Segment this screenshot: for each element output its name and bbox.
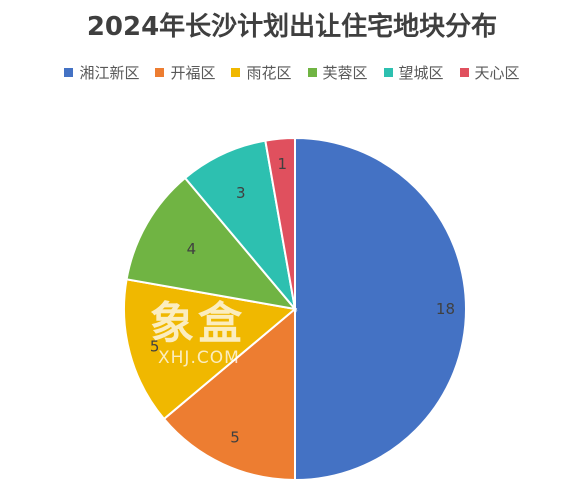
pie-slice <box>125 176 298 311</box>
legend-label: 开福区 <box>170 64 216 82</box>
pie-slice <box>294 136 467 482</box>
pie-slice <box>123 278 298 421</box>
legend-label: 望城区 <box>398 64 444 82</box>
data-label: 4 <box>187 240 197 258</box>
legend-item: 开福区 <box>155 62 215 83</box>
legend-swatch <box>64 68 74 77</box>
data-label: 5 <box>150 338 160 356</box>
legend-label: 雨花区 <box>246 64 292 82</box>
legend-swatch <box>383 68 393 77</box>
legend-item: 芙蓉区 <box>307 62 368 83</box>
legend-item: 望城区 <box>383 62 444 83</box>
data-label: 5 <box>230 429 240 447</box>
legend-item: 天心区 <box>459 62 520 83</box>
legend-item: 雨花区 <box>231 62 292 83</box>
legend-label: 天心区 <box>474 64 520 82</box>
pie-slice <box>264 136 296 310</box>
legend-item: 湘江新区 <box>64 62 139 83</box>
legend-swatch <box>155 68 165 77</box>
legend-swatch <box>459 68 469 77</box>
chart-legend: 湘江新区 开福区 雨花区 芙蓉区 望城区 天心区 <box>0 62 584 83</box>
chart-title: 2024年长沙计划出让住宅地块分布 <box>86 12 498 42</box>
data-label: 1 <box>278 155 288 173</box>
legend-label: 芙蓉区 <box>322 64 368 82</box>
data-label: 18 <box>436 300 455 318</box>
data-label: 3 <box>236 184 246 202</box>
legend-label: 湘江新区 <box>79 64 140 82</box>
pie-slice <box>183 139 297 313</box>
pie-slice <box>162 306 296 482</box>
legend-swatch <box>231 68 241 77</box>
legend-swatch <box>307 68 317 77</box>
